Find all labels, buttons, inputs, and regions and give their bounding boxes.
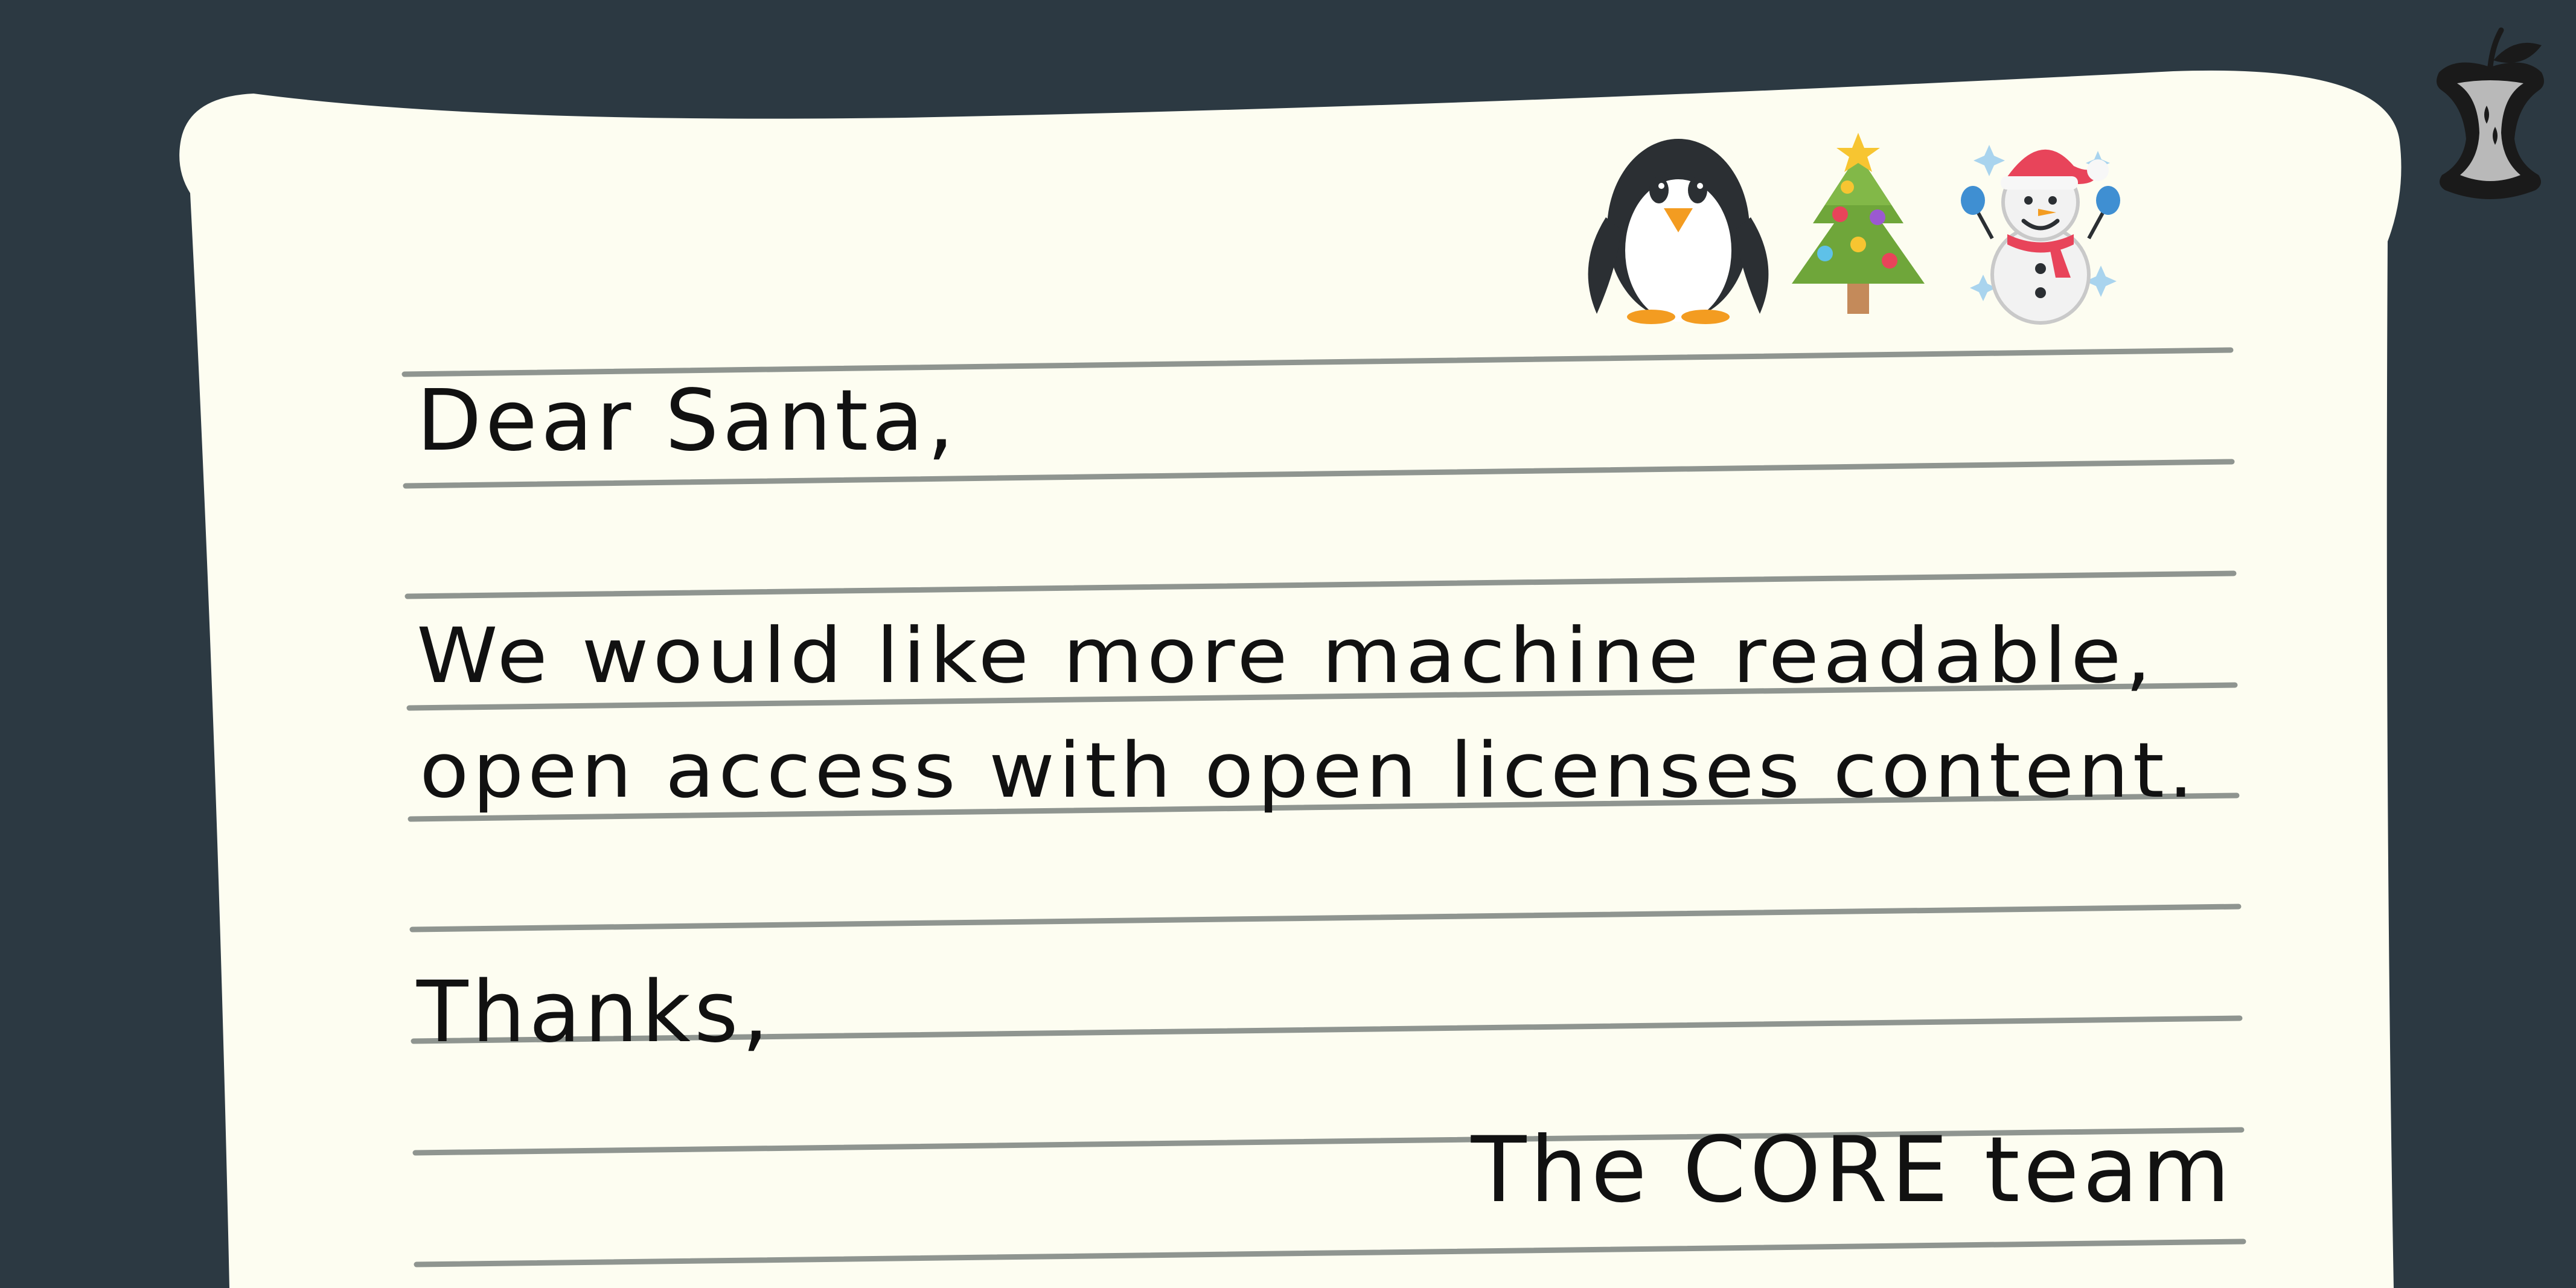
greeting-text: Dear Santa,	[417, 372, 957, 470]
body-line-2: open access with open licenses content.	[420, 726, 2197, 815]
signature-text: The CORE team	[1471, 1118, 2234, 1223]
rule-line	[406, 682, 2238, 711]
rule-line	[401, 347, 2234, 377]
apple-core-icon	[2437, 27, 2544, 199]
closing-text: Thanks,	[416, 963, 772, 1062]
rule-line	[407, 792, 2240, 822]
penguin-icon	[1588, 139, 1769, 324]
ruled-lines	[401, 347, 2246, 1267]
rule-line	[412, 1127, 2245, 1156]
rule-line	[414, 1239, 2246, 1267]
body-line-1: We would like more machine readable,	[417, 611, 2155, 700]
rule-line	[403, 459, 2235, 489]
snowman-icon	[1961, 145, 2120, 325]
christmas-tree-icon	[1792, 133, 1925, 314]
rule-line	[404, 570, 2237, 599]
rule-line	[411, 1015, 2243, 1044]
paper-sheet	[179, 70, 2402, 1288]
rule-line	[409, 904, 2242, 933]
